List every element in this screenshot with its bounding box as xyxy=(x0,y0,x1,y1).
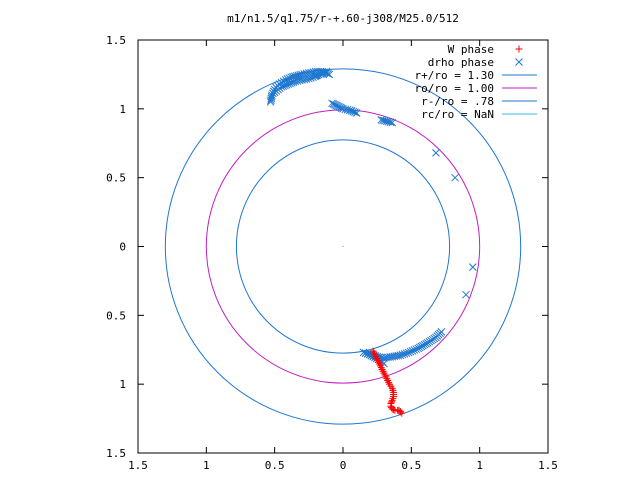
drho-phase-point xyxy=(451,173,459,182)
drho-phase-point xyxy=(320,68,329,77)
legend-label: drho phase xyxy=(428,56,494,69)
drho-phase-point xyxy=(311,72,319,81)
x-tick-label: 1.5 xyxy=(128,459,148,472)
drho-phase-point xyxy=(309,73,317,82)
x-tick-label: 0 xyxy=(340,459,347,472)
legend-label: r-/ro = .78 xyxy=(421,95,494,108)
drho-phase-point xyxy=(270,88,279,97)
drho-phase-point xyxy=(468,263,477,272)
drho-phase-point xyxy=(341,105,350,114)
drho-phase-point xyxy=(386,118,395,126)
drho-phase-point xyxy=(410,346,419,354)
drho-phase-point xyxy=(298,76,306,84)
drho-phase-point xyxy=(322,67,331,76)
drho-phase-point xyxy=(295,76,304,85)
drho-phase-point xyxy=(412,345,421,354)
drho-phase-point xyxy=(404,348,413,357)
drho-phase-point xyxy=(462,290,470,299)
x-tick-label: 1 xyxy=(476,459,483,472)
w-phase-point xyxy=(390,406,398,414)
drho-phase-point xyxy=(408,346,417,355)
drho-phase-point xyxy=(400,350,409,358)
origin-dot xyxy=(342,245,344,248)
drho-phase-point xyxy=(339,104,347,113)
drho-phase-point xyxy=(402,349,411,358)
drho-phase-point xyxy=(432,149,440,157)
y-tick-label: 1.5 xyxy=(106,34,126,47)
x-tick-label: 0.5 xyxy=(265,459,285,472)
reference-circle xyxy=(235,139,451,354)
drho-phase-point xyxy=(406,347,415,356)
legend-label: r+/ro = 1.30 xyxy=(415,69,494,82)
drho-phase-point xyxy=(351,108,359,117)
y-tick-label: 1 xyxy=(119,103,126,116)
drho-phase-point xyxy=(300,75,309,84)
drho-phase-point xyxy=(359,348,368,357)
y-tick-label: 0.5 xyxy=(106,172,126,185)
drho-phase-point xyxy=(314,70,323,79)
drho-phase-point xyxy=(352,109,361,117)
legend-label: ro/ro = 1.00 xyxy=(415,82,494,95)
w-phase-point xyxy=(396,408,404,416)
legend-label: rc/ro = NaN xyxy=(421,108,494,121)
x-tick-label: 1.5 xyxy=(538,459,558,472)
drho-phase-point xyxy=(268,89,277,98)
legend-marker xyxy=(515,58,523,66)
legend-label: W phase xyxy=(448,43,494,56)
drho-phase-point xyxy=(388,118,397,127)
drho-phase-point xyxy=(312,71,321,80)
drho-phase-point xyxy=(316,70,325,78)
x-tick-label: 1 xyxy=(203,459,210,472)
drho-phase-point xyxy=(279,82,288,90)
drho-phase-point xyxy=(307,74,315,82)
drho-phase-point xyxy=(361,349,370,358)
y-tick-label: 0 xyxy=(119,241,126,254)
x-tick-label: 0.5 xyxy=(401,459,421,472)
drho-phase-point xyxy=(318,69,327,78)
w-phase-point xyxy=(395,406,403,414)
y-tick-label: 1 xyxy=(119,378,126,391)
legend-marker xyxy=(515,45,523,53)
drho-phase-point xyxy=(414,344,423,353)
reference-circle xyxy=(164,68,522,425)
drho-phase-point xyxy=(302,75,311,83)
y-tick-label: 1.5 xyxy=(106,447,126,460)
drho-phase-point xyxy=(304,74,313,83)
chart-title: m1/n1.5/q1.75/r-+.60-j308/M25.0/512 xyxy=(227,12,459,25)
y-tick-label: 0.5 xyxy=(106,309,126,322)
